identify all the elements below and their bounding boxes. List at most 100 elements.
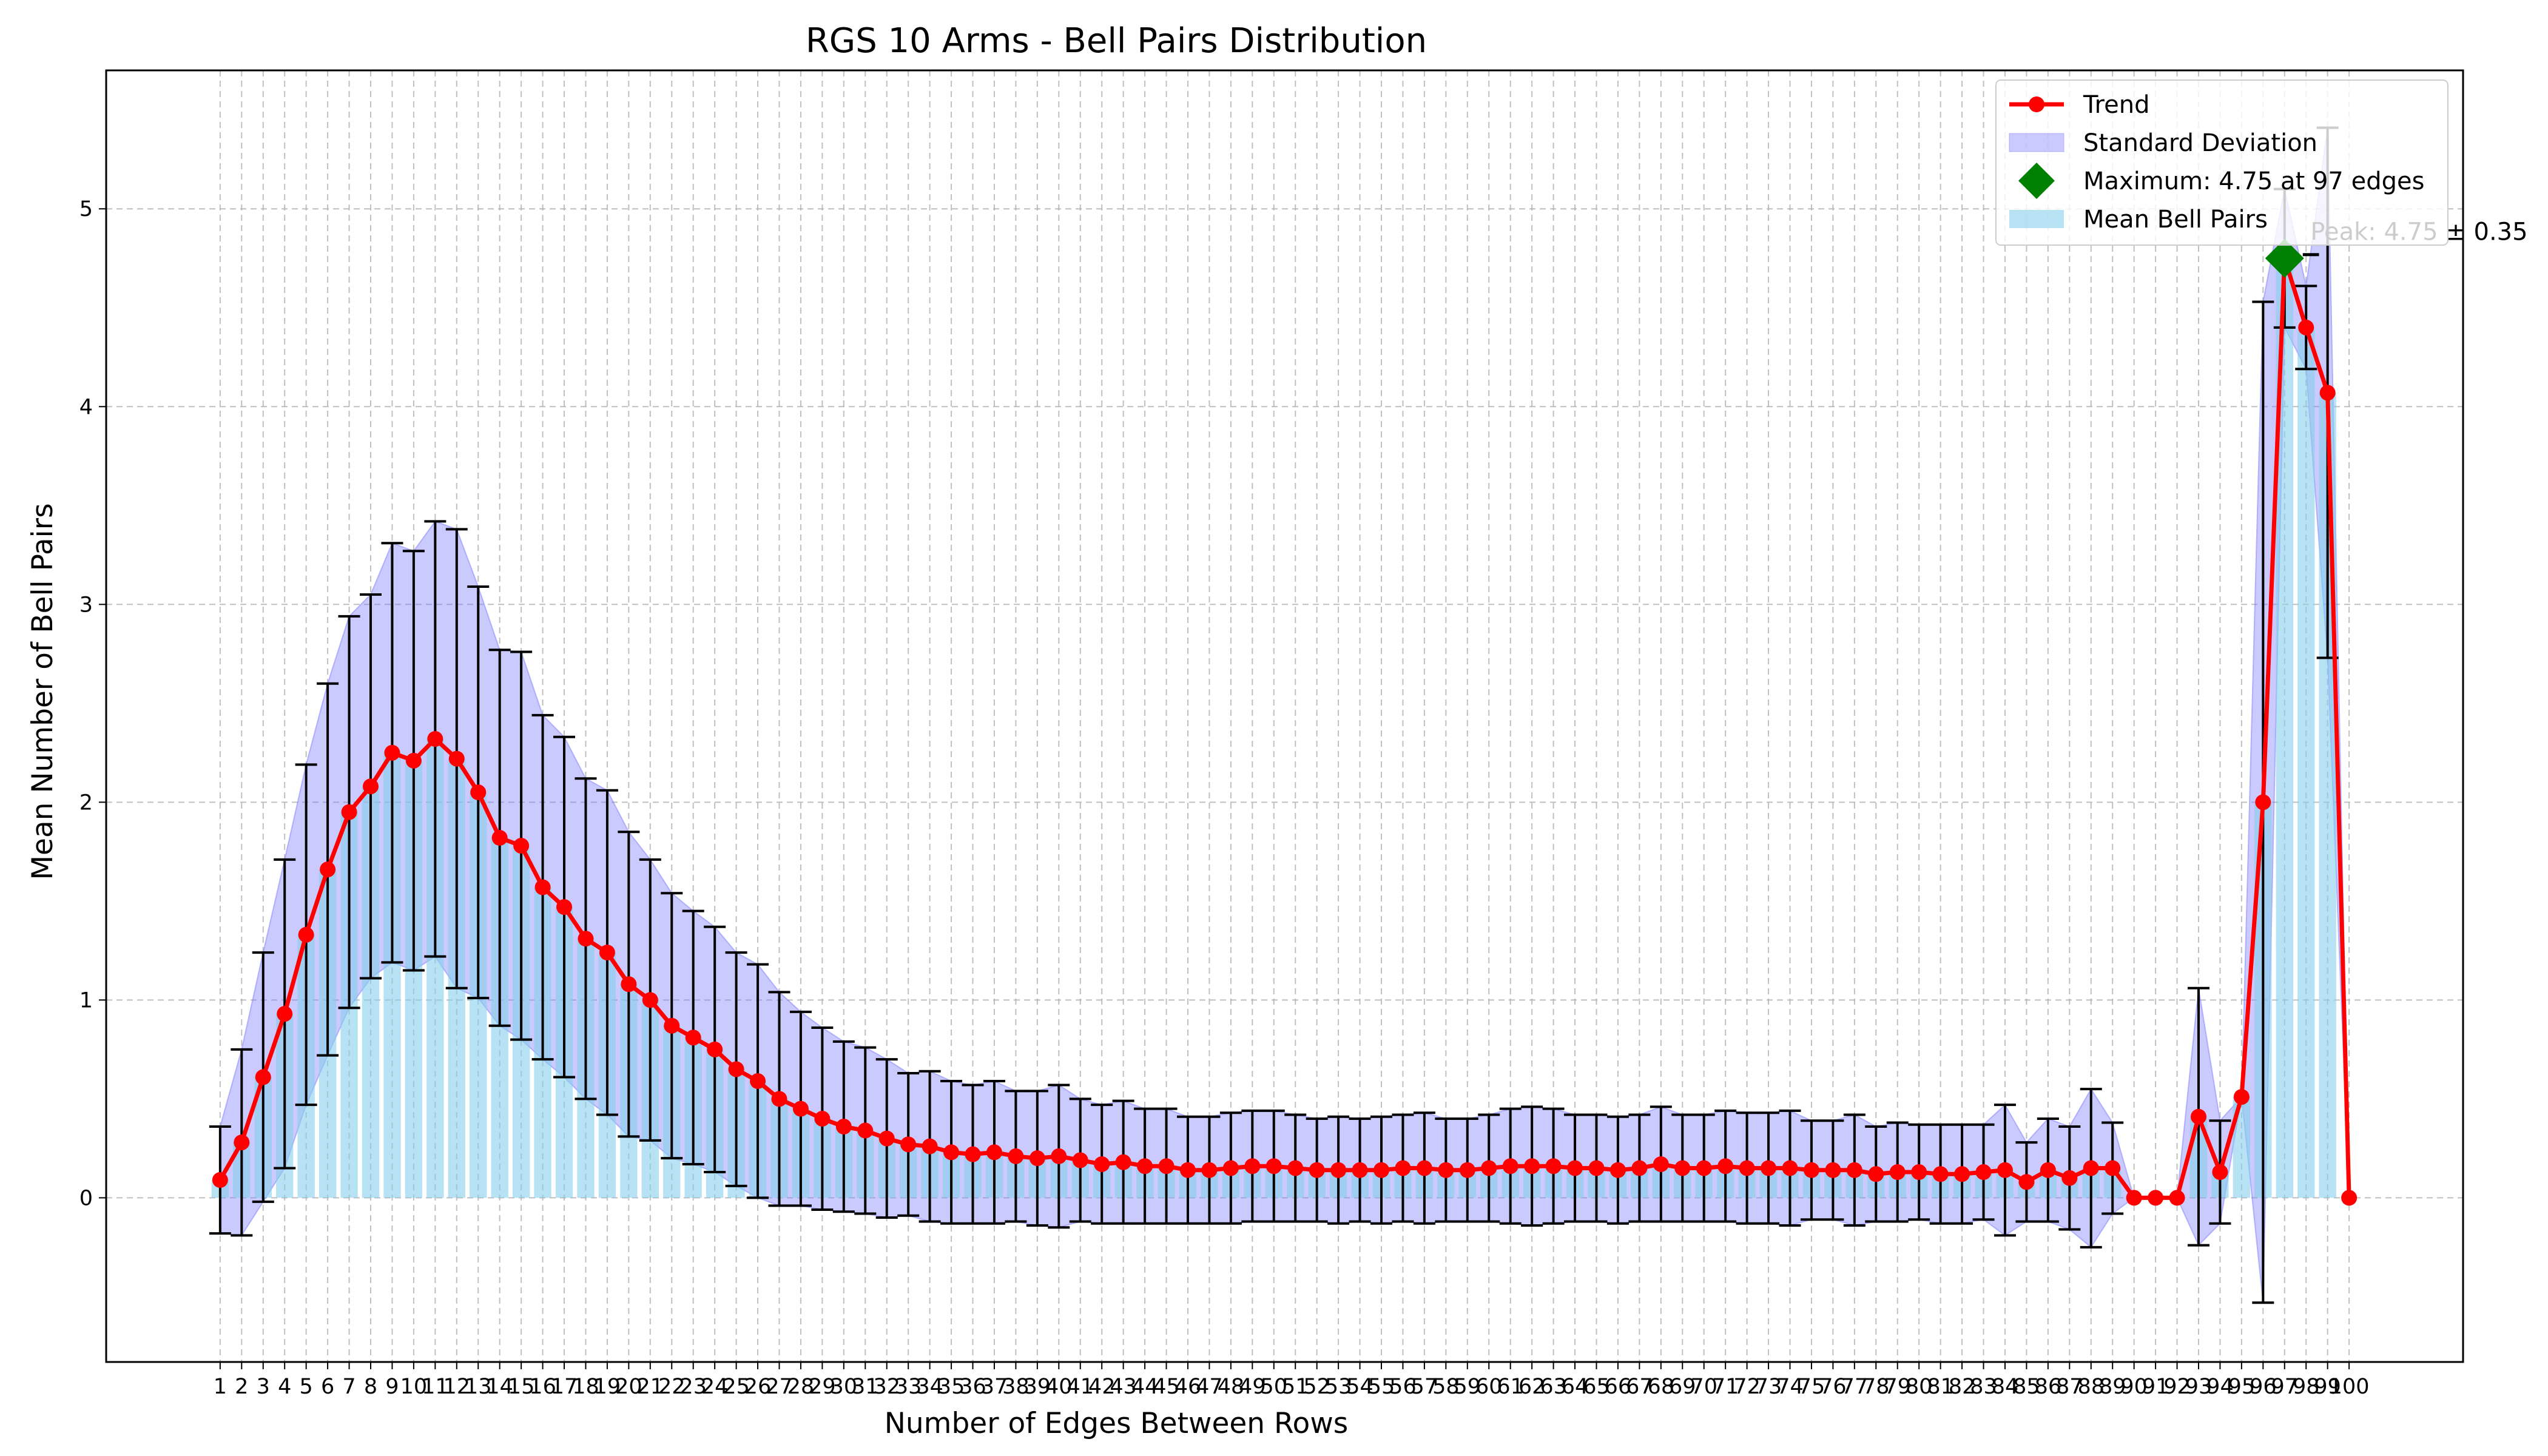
- trend-point: [1889, 1164, 1906, 1181]
- x-tick-label: 63: [1540, 1375, 1567, 1399]
- x-tick-label: 39: [1024, 1375, 1051, 1399]
- x-tick-label: 3: [257, 1375, 270, 1399]
- trend-point: [2061, 1170, 2078, 1186]
- trend-point: [2018, 1174, 2035, 1190]
- x-tick-label: 90: [2120, 1375, 2148, 1399]
- x-tick-label: 33: [895, 1375, 922, 1399]
- y-tick-label: 5: [79, 197, 93, 221]
- trend-point: [1481, 1160, 1497, 1176]
- trend-point: [578, 931, 594, 947]
- trend-point: [1502, 1158, 1518, 1175]
- legend-item: Mean Bell Pairs: [2009, 206, 2268, 234]
- trend-point: [1782, 1160, 1798, 1176]
- x-tick-label: 91: [2142, 1375, 2169, 1399]
- x-tick-label: 100: [2329, 1375, 2370, 1399]
- trend-point: [1287, 1160, 1304, 1176]
- x-tick-label: 21: [637, 1375, 664, 1399]
- legend-item: Standard Deviation: [2009, 129, 2317, 157]
- x-tick-label: 20: [615, 1375, 642, 1399]
- y-tick-label: 4: [79, 395, 93, 419]
- x-tick-label: 60: [1475, 1375, 1503, 1399]
- x-tick-label: 92: [2163, 1375, 2191, 1399]
- trend-point: [792, 1100, 809, 1117]
- x-axis-ticks: 1 2 3 4 5 6 7 8 9 1011121314151617181920212223242…: [214, 1362, 2370, 1399]
- y-tick-label: 3: [79, 593, 93, 617]
- trend-point: [1179, 1162, 1196, 1178]
- x-tick-label: 43: [1110, 1375, 1137, 1399]
- trend-point: [1567, 1160, 1583, 1176]
- legend-item: Trend: [2009, 91, 2149, 119]
- x-tick-label: 47: [1196, 1375, 1223, 1399]
- x-tick-label: 75: [1798, 1375, 1825, 1399]
- trend-point: [1416, 1160, 1432, 1176]
- trend-point: [1846, 1162, 1862, 1178]
- x-tick-label: 22: [658, 1375, 686, 1399]
- legend: Trend Standard Deviation Maximum: 4.75 at …: [1995, 79, 2449, 246]
- trend-point: [685, 1030, 701, 1046]
- x-tick-label: 38: [1002, 1375, 1030, 1399]
- trend-point: [1072, 1152, 1088, 1168]
- x-tick-label: 67: [1626, 1375, 1653, 1399]
- x-tick-label: 23: [679, 1375, 707, 1399]
- trend-point: [1051, 1148, 1067, 1164]
- x-tick-label: 96: [2250, 1375, 2277, 1399]
- trend-point: [1395, 1160, 1411, 1176]
- x-tick-label: 10: [400, 1375, 428, 1399]
- trend-point: [1008, 1148, 1024, 1164]
- x-tick-label: 29: [809, 1375, 836, 1399]
- trend-point: [513, 838, 530, 854]
- trend-point: [943, 1144, 960, 1161]
- trend-point: [1266, 1158, 1282, 1175]
- trend-point: [771, 1091, 787, 1107]
- trend-point: [2126, 1190, 2142, 1206]
- trend-point: [470, 784, 487, 801]
- bar: [2297, 327, 2315, 1198]
- trend-point: [1911, 1164, 1927, 1181]
- x-tick-label: 42: [1088, 1375, 1116, 1399]
- legend-label: Standard Deviation: [2083, 129, 2317, 157]
- trend-point: [255, 1069, 271, 1085]
- x-tick-label: 4: [278, 1375, 291, 1399]
- trend-point: [1459, 1162, 1475, 1178]
- x-tick-label: 68: [1648, 1375, 1675, 1399]
- x-tick-label: 36: [959, 1375, 986, 1399]
- x-tick-label: 93: [2185, 1375, 2213, 1399]
- trend-point: [1739, 1160, 1755, 1176]
- x-tick-label: 70: [1690, 1375, 1717, 1399]
- x-tick-label: 71: [1712, 1375, 1739, 1399]
- trend-point: [384, 744, 400, 761]
- y-tick-label: 1: [79, 988, 93, 1013]
- trend-point: [1653, 1156, 1669, 1172]
- trend-point: [1115, 1154, 1131, 1170]
- trend-point: [835, 1119, 852, 1135]
- y-axis-label: Mean Number of Bell Pairs: [26, 503, 59, 880]
- x-tick-label: 31: [852, 1375, 879, 1399]
- x-tick-label: 15: [508, 1375, 535, 1399]
- trend-polyline: [218, 256, 2351, 1200]
- x-tick-label: 24: [701, 1375, 729, 1399]
- trend-point: [1588, 1160, 1605, 1176]
- x-tick-label: 86: [2035, 1375, 2062, 1399]
- x-tick-label: 30: [831, 1375, 858, 1399]
- x-tick-label: 41: [1067, 1375, 1094, 1399]
- trend-point: [1609, 1162, 1626, 1178]
- trend-point: [2169, 1190, 2185, 1206]
- x-tick-label: 99: [2314, 1375, 2341, 1399]
- trend-point: [427, 730, 443, 747]
- x-tick-label: 25: [723, 1375, 750, 1399]
- x-tick-label: 76: [1819, 1375, 1847, 1399]
- trend-point: [320, 861, 336, 878]
- x-tick-label: 7: [342, 1375, 356, 1399]
- trend-point: [2148, 1190, 2164, 1206]
- x-tick-label: 66: [1605, 1375, 1632, 1399]
- trend-point: [986, 1144, 1002, 1161]
- x-tick-label: 79: [1884, 1375, 1911, 1399]
- x-tick-label: 95: [2228, 1375, 2256, 1399]
- trend-point: [1868, 1166, 1884, 1182]
- trend-point: [448, 750, 465, 767]
- x-tick-label: 57: [1411, 1375, 1438, 1399]
- x-tick-label: 50: [1261, 1375, 1288, 1399]
- x-tick-label: 28: [787, 1375, 815, 1399]
- trend-point: [362, 778, 379, 795]
